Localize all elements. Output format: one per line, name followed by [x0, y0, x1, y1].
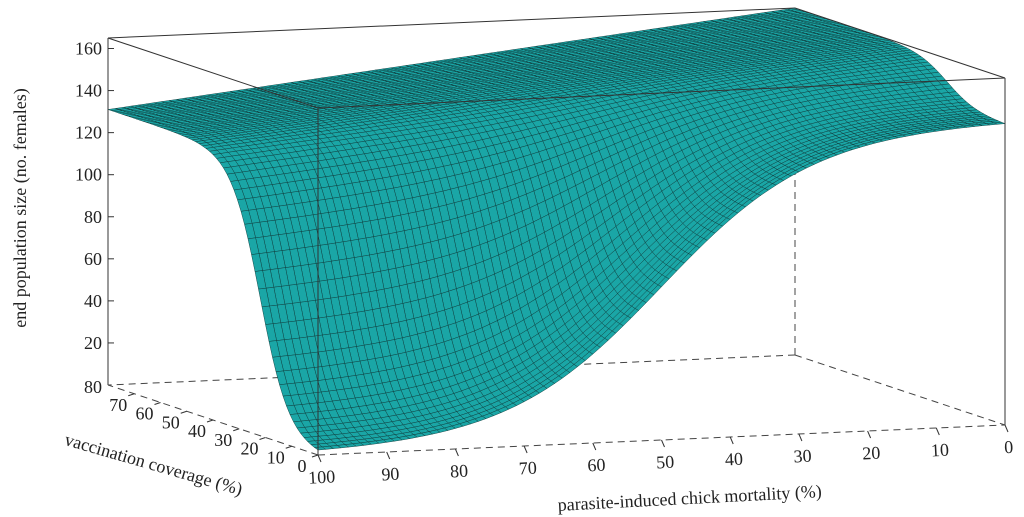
surface	[107, 7, 1006, 451]
hidden-box-edge	[107, 354, 796, 386]
hidden-box-edge	[794, 354, 1006, 426]
